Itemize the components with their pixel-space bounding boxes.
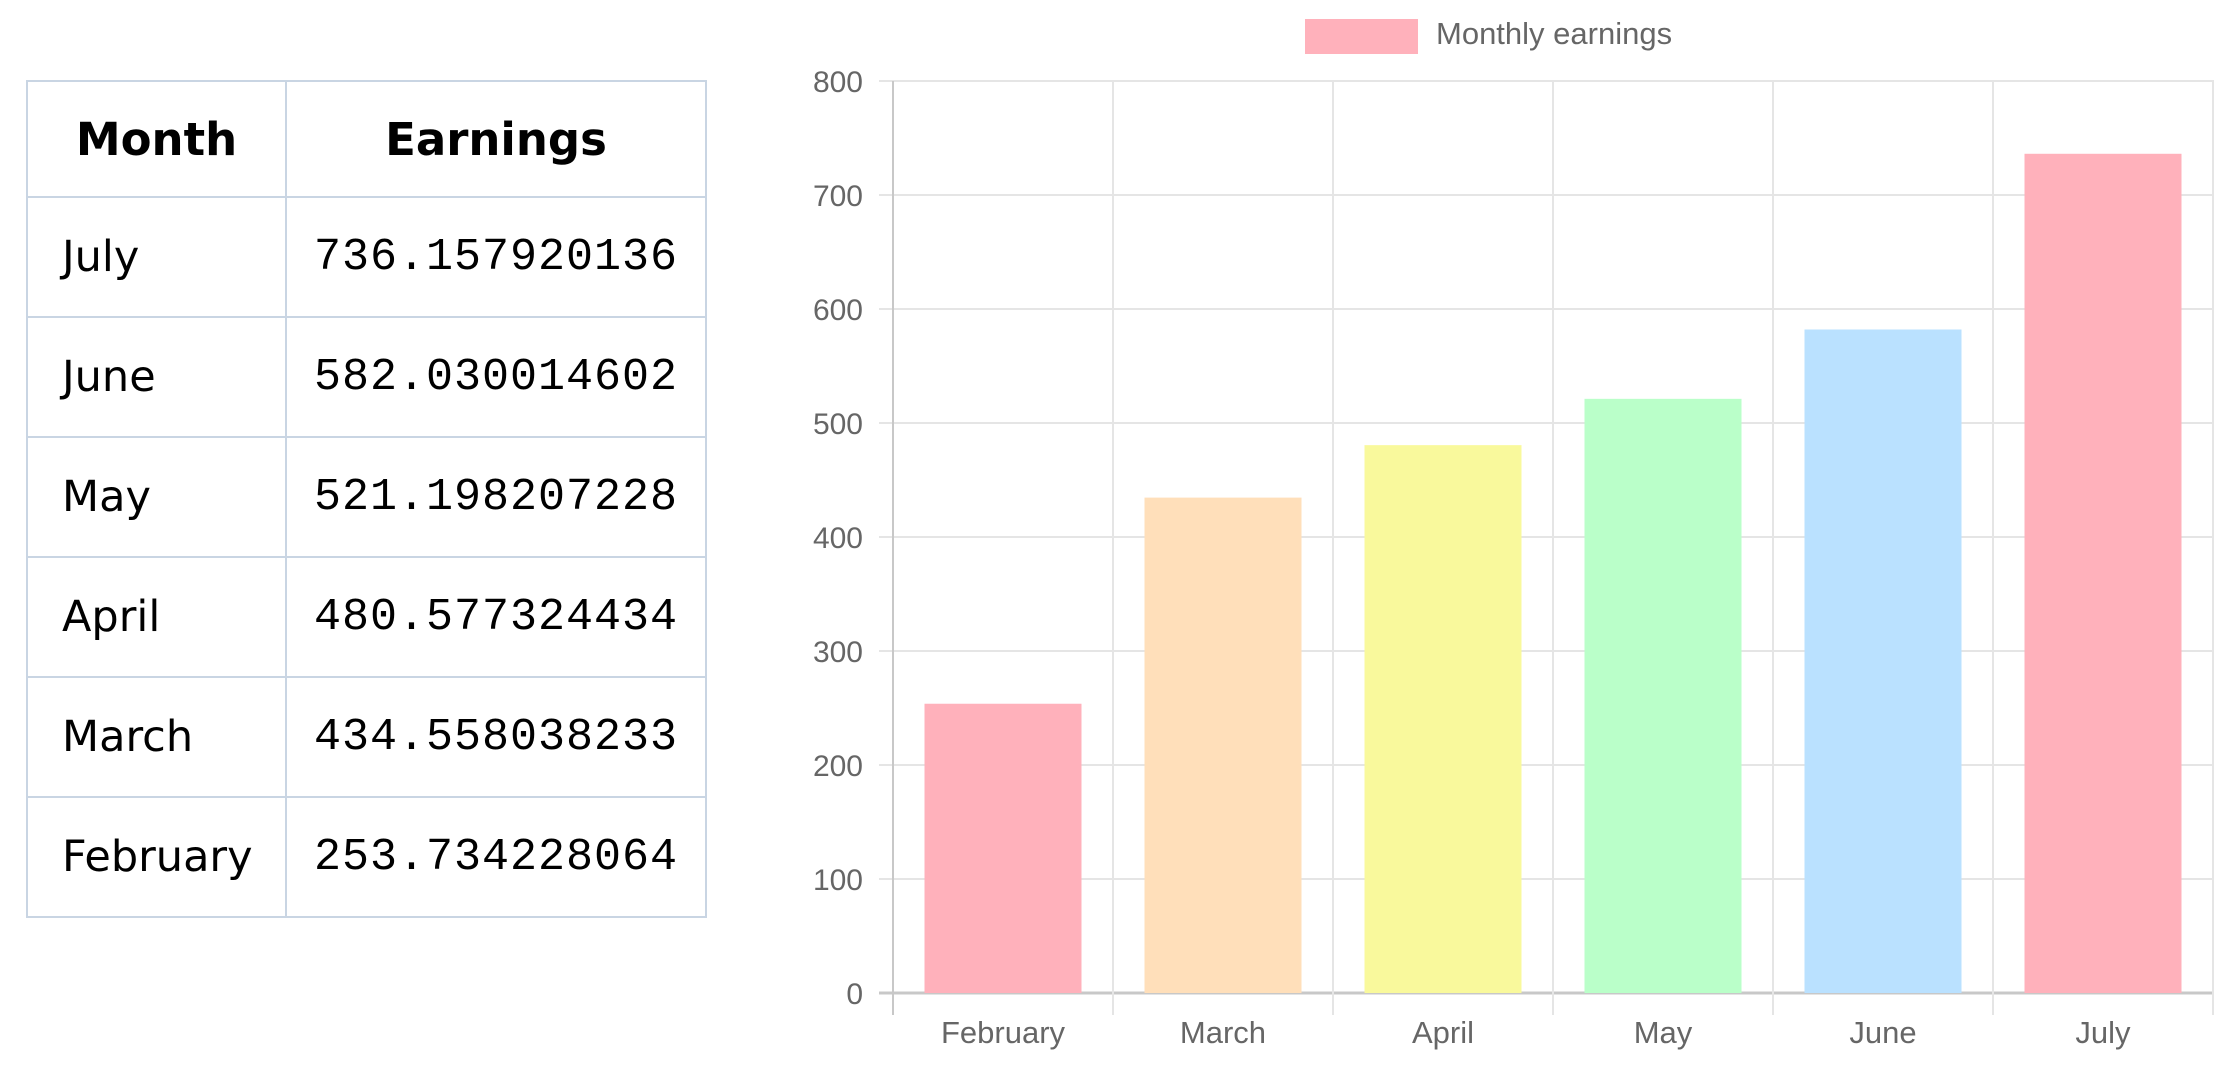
y-tick-label: 300	[813, 636, 863, 669]
table-cell-month: June	[26, 316, 287, 438]
bar-march[interactable]	[1144, 497, 1302, 993]
y-tick-label: 400	[813, 522, 863, 555]
table-cell-earnings: 582.030014602	[285, 316, 707, 438]
table-cell-month: April	[26, 556, 287, 678]
x-tick-label: February	[941, 1015, 1066, 1050]
chart-legend[interactable]: Monthly earnings	[1305, 16, 1672, 54]
header-earnings: Earnings	[285, 80, 707, 198]
legend-swatch	[1305, 19, 1418, 54]
table-cell-earnings: 434.558038233	[285, 676, 707, 798]
bar-may[interactable]	[1584, 398, 1742, 993]
table-cell-earnings: 521.198207228	[285, 436, 707, 558]
table-row: February 253.734228064	[26, 796, 707, 918]
table-cell-month: May	[26, 436, 287, 558]
bar-february[interactable]	[924, 703, 1082, 993]
table-cell-month: March	[26, 676, 287, 798]
table-header-row: Month Earnings	[26, 80, 707, 198]
table-row: March 434.558038233	[26, 676, 707, 798]
y-tick-label: 200	[813, 750, 863, 783]
x-tick-label: July	[2075, 1015, 2131, 1050]
table-row: May 521.198207228	[26, 436, 707, 558]
x-tick-label: June	[1849, 1015, 1916, 1050]
table-cell-month: February	[26, 796, 287, 918]
y-tick-label: 0	[846, 978, 863, 1011]
y-tick-label: 700	[813, 180, 863, 213]
table-cell-earnings: 480.577324434	[285, 556, 707, 678]
table-cell-earnings: 736.157920136	[285, 196, 707, 318]
earnings-table: Month Earnings July 736.157920136 June 5…	[26, 80, 707, 918]
x-tick-label: March	[1180, 1015, 1266, 1050]
x-axis-ticks: February March April May June July	[941, 1015, 2131, 1050]
chart-bars	[924, 153, 2182, 993]
y-tick-label: 500	[813, 408, 863, 441]
table-row: April 480.577324434	[26, 556, 707, 678]
table-row: June 582.030014602	[26, 316, 707, 438]
header-month: Month	[26, 80, 287, 198]
chart-grid	[879, 80, 2214, 1015]
bar-july[interactable]	[2024, 153, 2182, 993]
x-tick-label: April	[1412, 1015, 1474, 1050]
y-axis-ticks: 0 100 200 300 400 500 600 700 800	[813, 66, 863, 1011]
table-row: July 736.157920136	[26, 196, 707, 318]
y-tick-label: 600	[813, 294, 863, 327]
bar-april[interactable]	[1364, 445, 1522, 993]
table-cell-earnings: 253.734228064	[285, 796, 707, 918]
table-cell-month: July	[26, 196, 287, 318]
y-tick-label: 800	[813, 66, 863, 99]
legend-label: Monthly earnings	[1436, 16, 1672, 51]
x-tick-label: May	[1634, 1015, 1693, 1050]
bar-june[interactable]	[1804, 329, 1962, 993]
y-tick-label: 100	[813, 864, 863, 897]
